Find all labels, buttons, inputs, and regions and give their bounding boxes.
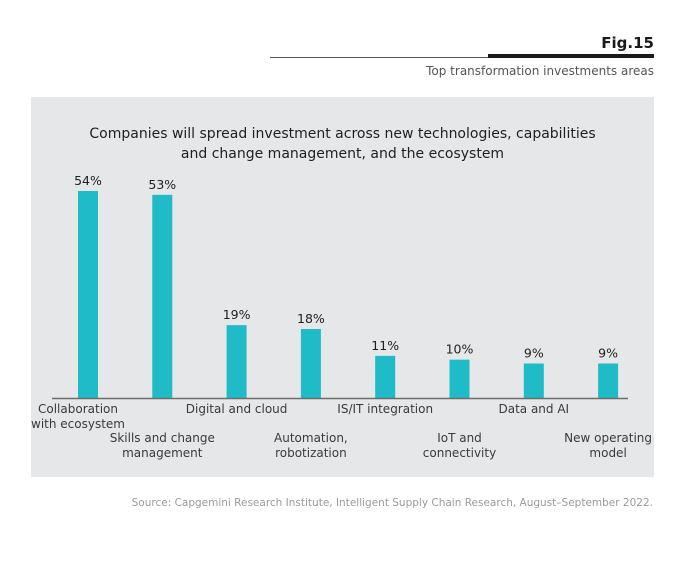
data-label: 9% — [524, 346, 544, 361]
figure-label: Fig.15 — [601, 34, 654, 52]
bar — [523, 363, 544, 398]
category-label: IoT and — [437, 431, 482, 445]
category-label: Digital and cloud — [186, 402, 288, 416]
data-label: 53% — [148, 177, 176, 192]
data-label: 54% — [74, 173, 102, 188]
category-label: with ecosystem — [31, 417, 125, 431]
header-rule-accent — [488, 54, 654, 58]
source-note: Source: Capgemini Research Institute, In… — [131, 497, 653, 509]
category-label: Data and AI — [498, 402, 569, 416]
data-label: 18% — [297, 311, 325, 326]
data-label: 19% — [223, 307, 251, 322]
category-label: robotization — [275, 446, 347, 460]
chart-title-line: and change management, and the ecosystem — [180, 146, 505, 162]
chart-panel — [31, 97, 654, 477]
header-rule — [270, 57, 654, 58]
bar — [226, 325, 247, 398]
bar — [375, 355, 396, 398]
bar — [598, 363, 619, 398]
bar — [300, 329, 321, 398]
category-label: Skills and change — [110, 431, 215, 445]
chart-title: Companies will spread investment across … — [31, 124, 654, 164]
chart-title-line: Companies will spread investment across … — [89, 126, 596, 142]
category-label: management — [122, 446, 203, 460]
data-label: 9% — [598, 346, 618, 361]
category-label: Collaboration — [38, 402, 118, 416]
bar — [449, 359, 470, 398]
category-label: connectivity — [423, 446, 496, 460]
figure-subtitle: Top transformation investments areas — [426, 64, 654, 78]
category-label: model — [589, 446, 626, 460]
data-label: 10% — [446, 342, 474, 357]
bar — [152, 194, 173, 398]
bar — [78, 191, 98, 398]
category-label: Automation, — [274, 431, 348, 445]
category-label: New operating — [564, 431, 652, 445]
data-label: 11% — [371, 338, 399, 353]
category-label: IS/IT integration — [337, 402, 433, 416]
